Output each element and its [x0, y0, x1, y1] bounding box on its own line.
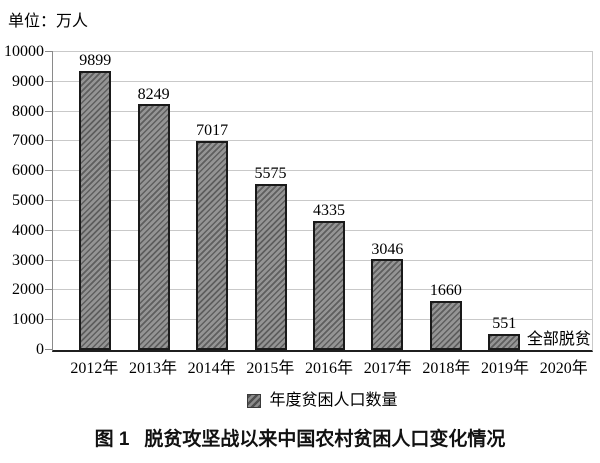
bar-slot: 9899 — [66, 52, 124, 350]
legend: 年度贫困人口数量 — [52, 393, 593, 409]
y-axis-tick — [45, 259, 53, 261]
y-axis-tick — [45, 200, 53, 201]
bar-slot: 1660 — [417, 52, 475, 350]
x-axis-label: 2012年 — [70, 360, 119, 377]
x-axis-label: 2018年 — [422, 360, 471, 377]
bar — [254, 183, 287, 350]
unit-label: 单位：万人 — [8, 13, 89, 30]
y-axis-tick — [45, 319, 53, 321]
y-axis-tick-label: 9000 — [12, 72, 44, 90]
bar — [429, 300, 462, 350]
hatched-square-legend-marker-icon — [247, 394, 262, 408]
bar-slot: 551 — [475, 52, 533, 350]
x-axis-label: 2017年 — [363, 360, 412, 377]
y-axis-tick — [45, 170, 53, 172]
bar-value-label: 8249 — [137, 85, 170, 103]
gridline — [53, 200, 592, 201]
bar-slot: 全部脱贫 — [527, 52, 592, 350]
y-axis-tick-label: 7000 — [12, 132, 44, 150]
bar-value-label: 5575 — [254, 165, 287, 183]
bar — [312, 220, 345, 350]
bar-slot: 7017 — [183, 52, 241, 350]
y-axis-tick-label: 6000 — [12, 162, 44, 180]
y-axis-tick-label: 0 — [36, 341, 44, 358]
y-axis-tick — [45, 349, 53, 350]
bar-value-label: 551 — [492, 315, 517, 332]
y-axis-tick — [45, 289, 53, 291]
y-axis-tick-label: 10000 — [4, 43, 44, 60]
figure-caption-prefix: 图 1 — [94, 429, 130, 450]
gridline — [53, 140, 592, 142]
x-axis-label: 2016年 — [305, 360, 354, 377]
bar-slot: 5575 — [241, 52, 299, 350]
gridline — [53, 110, 592, 112]
figure-caption: 图 1 脱贫攻坚战以来中国农村贫困人口变化情况 — [0, 424, 600, 451]
annotation-text: 全部脱贫 — [526, 331, 591, 348]
bar — [137, 104, 170, 350]
bar-value-label: 9899 — [79, 52, 112, 69]
bar-slot: 4335 — [300, 52, 358, 350]
x-axis-labels: 2012年 2013年 2014年 2015年 2016年 2017年 2018年 2019年… — [52, 359, 593, 378]
x-axis-label: 2019年 — [481, 360, 530, 377]
gridline — [53, 170, 592, 172]
y-axis-tick — [45, 110, 53, 112]
bar-value-label: 4335 — [312, 202, 345, 220]
gridline — [53, 80, 592, 82]
y-axis-tick — [45, 51, 53, 52]
y-axis-tick-label: 5000 — [12, 192, 44, 209]
bar-value-label: 1660 — [429, 281, 462, 299]
y-axis-tick-label: 4000 — [12, 221, 44, 239]
y-axis-tick-label: 1000 — [12, 311, 44, 329]
figure-caption-text: 脱贫攻坚战以来中国农村贫困人口变化情况 — [144, 429, 506, 450]
legend-label: 年度贫困人口数量 — [269, 392, 398, 409]
y-axis-tick-label: 8000 — [12, 102, 44, 120]
y-axis-tick-label: 3000 — [12, 251, 44, 269]
bars-layer: 9899 8249 7017 5575 4335 3046 1660 551 全部脱贫 — [53, 52, 592, 350]
bar — [79, 70, 112, 350]
x-axis-label: 2014年 — [187, 360, 236, 377]
y-axis-tick — [45, 80, 53, 82]
y-axis-tick — [45, 140, 53, 142]
bar-value-label: 3046 — [371, 240, 404, 258]
y-axis-tick-label: 2000 — [12, 281, 44, 299]
bar-value-label: 7017 — [196, 122, 229, 140]
bar-slot: 3046 — [358, 52, 416, 350]
bar-slot: 8249 — [124, 52, 182, 350]
x-axis-label: 2015年 — [246, 360, 295, 377]
bar — [371, 259, 404, 350]
bar — [196, 140, 229, 350]
x-axis-label: 2020年 — [539, 360, 588, 377]
plot-area: 0 1000 2000 3000 4000 5000 6000 7000 8000 9000 100… — [4, 44, 593, 358]
y-axis-tick — [45, 229, 53, 231]
bar — [488, 333, 521, 350]
x-axis-label: 2013年 — [129, 360, 178, 377]
